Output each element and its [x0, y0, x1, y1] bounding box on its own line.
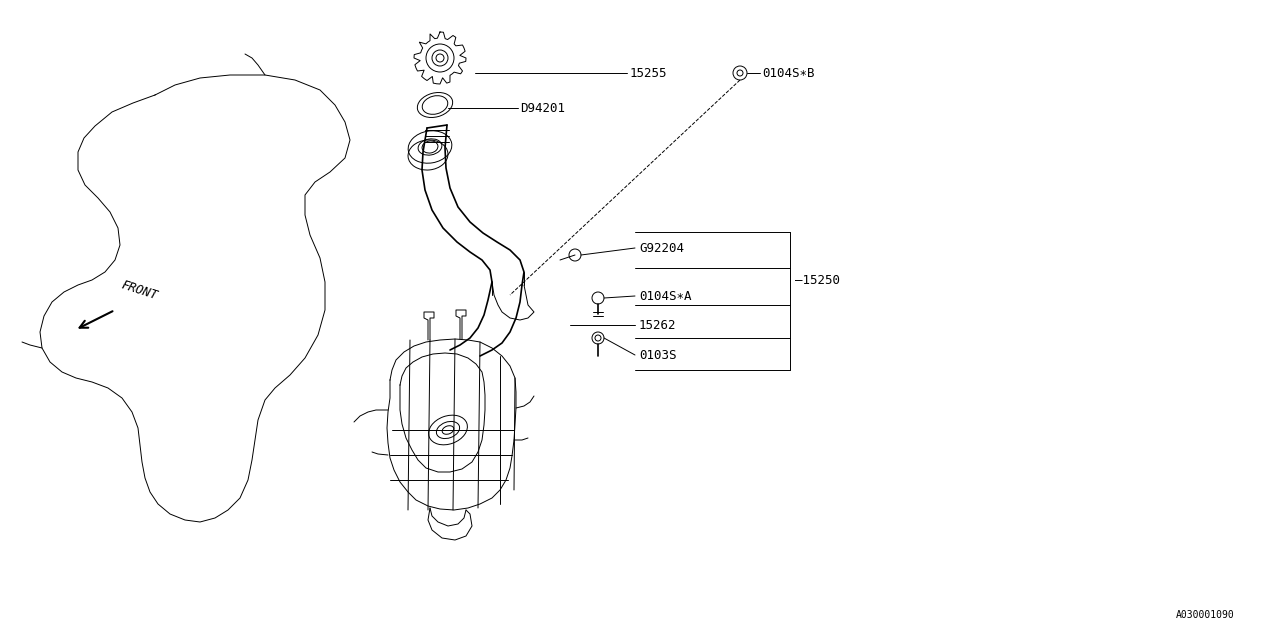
Text: A030001090: A030001090 [1176, 610, 1235, 620]
Text: —15250: —15250 [795, 273, 840, 287]
Text: FRONT: FRONT [120, 278, 160, 302]
Text: 15255: 15255 [630, 67, 667, 79]
Text: D94201: D94201 [520, 102, 564, 115]
Text: 0104S∗B: 0104S∗B [762, 67, 814, 79]
Text: 0104S∗A: 0104S∗A [639, 289, 691, 303]
Text: 0103S: 0103S [639, 349, 677, 362]
Text: G92204: G92204 [639, 241, 684, 255]
Text: 15262: 15262 [639, 319, 677, 332]
